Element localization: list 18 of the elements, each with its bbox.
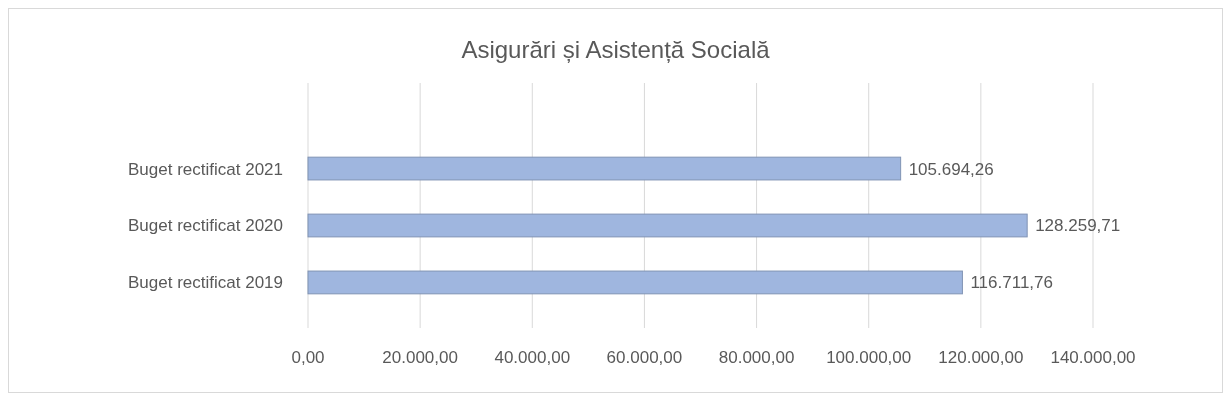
x-tick-label: 140.000,00 [1050,348,1136,367]
x-tick-label: 100.000,00 [826,348,912,367]
data-label: 105.694,26 [908,159,994,179]
x-tick-label: 60.000,00 [606,348,683,367]
y-tick-label: Buget rectificat 2021 [128,159,283,179]
x-tick-label: 0,00 [291,348,325,367]
y-tick-label: Buget rectificat 2019 [128,273,283,293]
bar [307,213,1028,238]
x-tick-label: 120.000,00 [938,348,1024,367]
bar [307,270,963,295]
x-tick-label: 80.000,00 [718,348,795,367]
y-tick-label: Buget rectificat 2020 [128,216,283,236]
chart-title: Asigurări și Asistență Socială [461,36,771,63]
x-tick-label: 40.000,00 [494,348,571,367]
bar [307,156,902,181]
x-tick-label: 20.000,00 [382,348,458,367]
data-label: 116.711,76 [970,273,1053,293]
data-label: 128.259,71 [1035,216,1121,236]
